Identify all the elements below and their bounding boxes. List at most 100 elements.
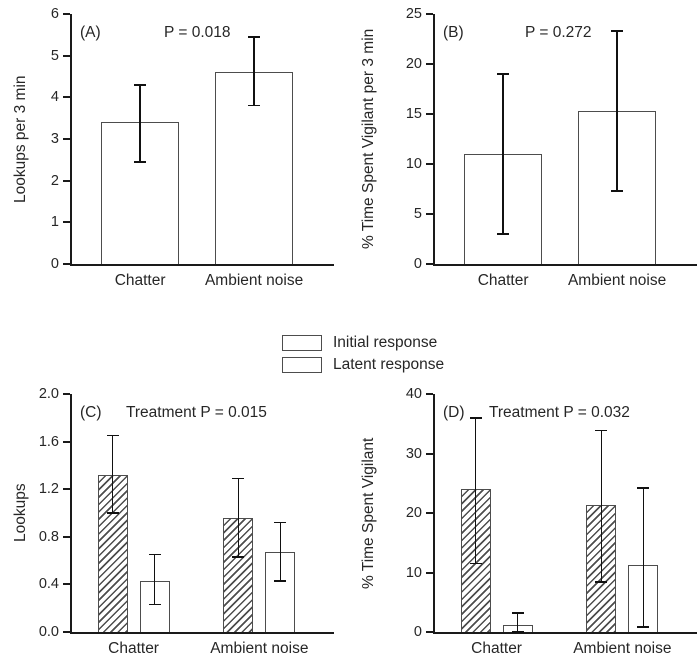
y-tick-mark [63,535,70,538]
y-axis-label-b: % Time Spent Vigilant per 3 min [360,28,377,250]
x-category-label: Ambient noise [567,272,667,289]
x-category-label: Ambient noise [210,640,309,657]
error-bar-cap [148,553,161,556]
error-bar-line [279,522,282,581]
y-tick-label: 1 [50,214,59,231]
error-bar-line [139,84,141,162]
p-value-c: Treatment P = 0.015 [126,404,267,421]
error-bar-cap [248,104,261,107]
x-category-label: Chatter [477,272,529,289]
y-tick-label: 1.2 [38,481,59,498]
legend-item-latent: Latent response [282,354,444,376]
y-tick-mark [426,631,433,633]
y-tick-mark [63,96,70,99]
panel-letter-c: (C) [80,404,102,421]
error-bar-cap [148,603,161,606]
error-bar-cap [511,631,524,633]
error-bar-cap [595,429,608,432]
y-tick-label: 5 [413,206,422,222]
y-tick-label: 20 [405,505,422,521]
error-bar-line [474,417,477,564]
error-bar-cap [232,477,245,480]
y-axis-label-d: % Time Spent Vigilant [360,437,377,589]
legend-label-latent: Latent response [333,356,445,373]
panel-letter-d: (D) [443,404,465,421]
panel-c: Lookups (C) Treatment P = 0.015 0.0 0.4 0.… [8,386,344,671]
error-bar-line [600,430,603,583]
error-bar-cap [106,512,119,514]
plot-area-b: (B) P = 0.272 0 5 10 15 20 25 Chatter Ambient n… [406,6,697,289]
p-value-a: P = 0.018 [164,24,231,41]
y-tick-mark [63,221,70,224]
error-bar-cap [469,562,482,565]
x-category-label: Chatter [108,640,159,657]
error-bar-cap [497,73,510,75]
error-bar-cap [274,521,287,524]
y-tick-label: 1.6 [38,433,59,450]
x-category-label: Chatter [114,272,166,289]
error-bar-cap [134,84,147,86]
legend-label-initial: Initial response [333,334,438,351]
plot-area-c: (C) Treatment P = 0.015 0.0 0.4 0.8 1.2 1.6 2… [39,386,334,657]
y-tick-label: 4 [50,89,59,106]
y-tick-mark [63,138,70,140]
error-bar-cap [611,30,624,32]
error-bar-cap [274,580,287,582]
y-tick-mark [63,54,70,57]
legend-item-initial: Initial response [282,332,444,354]
error-bar-cap [469,417,482,419]
error-bar-cap [232,556,245,558]
y-tick-label: 10 [405,156,422,172]
plot-area-d: (D) Treatment P = 0.032 0 10 20 30 40 Chatter… [406,386,697,657]
error-bar-cap [637,487,650,489]
y-tick-mark [426,571,433,574]
panel-letter-b: (B) [443,24,464,41]
y-tick-mark [426,213,433,215]
y-tick-mark [426,163,433,165]
y-tick-mark [426,13,433,15]
y-tick-mark [426,113,433,115]
y-tick-label: 40 [405,386,422,402]
y-tick-label: 0 [50,256,59,272]
p-value-d: Treatment P = 0.032 [489,404,630,421]
y-tick-label: 5 [50,47,59,64]
y-tick-label: 0.0 [38,624,59,640]
y-tick-label: 2 [50,172,59,189]
y-tick-mark [63,13,70,15]
y-tick-mark [426,263,433,265]
y-tick-mark [63,393,70,395]
y-tick-label: 2.0 [38,386,59,402]
y-tick-mark [426,393,433,395]
y-tick-mark [63,631,70,633]
panel-letter-a: (A) [80,24,101,41]
error-bar-cap [511,612,524,614]
error-bar-cap [248,36,261,38]
panel-b: % Time Spent Vigilant per 3 min (B) P = … [358,6,697,306]
y-tick-label: 15 [405,106,422,122]
y-tick-label: 25 [405,6,422,22]
panel-a: Lookups per 3 min (A) P = 0.018 0 1 2 3 4 5 6 C… [8,6,344,306]
error-bar-line [153,554,156,605]
y-tick-mark [63,263,70,265]
y-tick-label: 6 [50,6,59,22]
error-bar-cap [106,434,119,437]
error-bar-cap [611,190,624,192]
x-category-label: Ambient noise [204,272,304,289]
error-bar-cap [595,581,608,583]
plot-area-a: (A) P = 0.018 0 1 2 3 4 5 6 Chatter Ambient nois… [51,6,334,289]
y-axis-label-c: Lookups [12,483,29,543]
y-tick-label: 10 [405,564,422,581]
panel-d: % Time Spent Vigilant (D) Treatment P = … [358,386,697,671]
error-bar-line [253,36,255,106]
y-tick-mark [63,488,70,491]
y-tick-label: 20 [405,56,422,72]
y-tick-label: 0 [413,624,422,640]
y-tick-label: 0.4 [38,576,59,593]
y-tick-mark [63,440,70,443]
y-tick-label: 0.8 [38,528,59,545]
x-category-label: Ambient noise [573,640,672,657]
error-bar-line [502,74,504,234]
y-tick-mark [63,583,70,586]
y-tick-mark [426,512,433,514]
